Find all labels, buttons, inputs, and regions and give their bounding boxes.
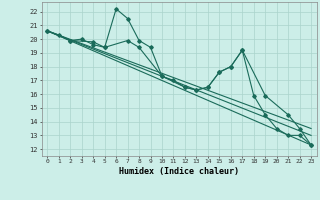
X-axis label: Humidex (Indice chaleur): Humidex (Indice chaleur) <box>119 167 239 176</box>
